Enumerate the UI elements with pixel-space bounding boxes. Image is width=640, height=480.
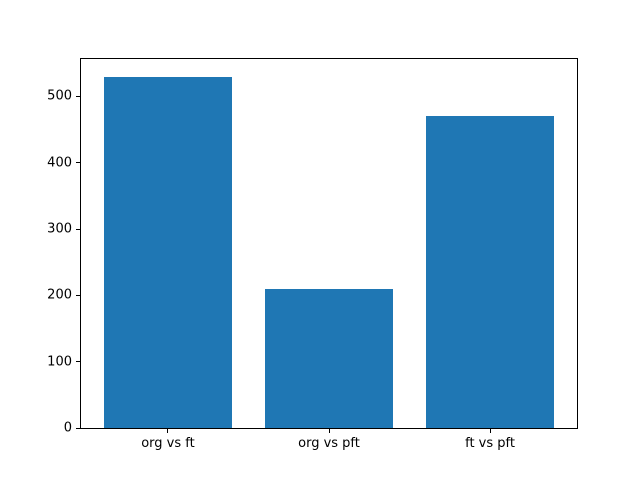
x-tick-label: ft vs pft — [465, 436, 515, 451]
y-tick-mark — [76, 228, 81, 230]
y-tick-mark — [76, 162, 81, 164]
x-tick-mark — [489, 428, 491, 433]
y-tick-label: 100 — [47, 354, 72, 370]
y-tick-mark — [76, 294, 81, 296]
y-tick-label: 300 — [47, 221, 72, 237]
x-tick-mark — [328, 428, 330, 433]
bar — [425, 116, 555, 428]
y-tick-label: 0 — [63, 420, 72, 436]
y-tick-label: 200 — [47, 287, 72, 303]
y-tick-mark — [76, 427, 81, 429]
y-tick-label: 400 — [47, 155, 72, 171]
plot-area: 0 100 200 300 400 500 org vs ft org vs pft ft vs… — [47, 58, 578, 450]
bar — [103, 76, 233, 428]
bar — [264, 289, 394, 428]
x-tick-mark — [167, 428, 169, 433]
y-tick-mark — [76, 95, 81, 97]
y-tick-mark — [76, 361, 81, 363]
y-tick-label: 500 — [47, 88, 72, 104]
x-tick-label: org vs ft — [141, 436, 195, 451]
x-tick-label: org vs pft — [298, 436, 360, 451]
